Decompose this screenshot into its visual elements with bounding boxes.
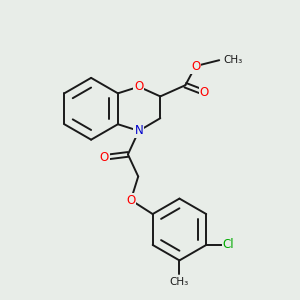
Text: O: O <box>191 60 200 73</box>
Text: N: N <box>134 124 143 137</box>
Text: O: O <box>134 80 143 93</box>
Text: Cl: Cl <box>223 238 234 251</box>
Text: CH₃: CH₃ <box>170 277 189 287</box>
Text: O: O <box>126 194 136 207</box>
Text: O: O <box>100 151 109 164</box>
Text: O: O <box>200 86 209 99</box>
Text: CH₃: CH₃ <box>224 55 243 65</box>
